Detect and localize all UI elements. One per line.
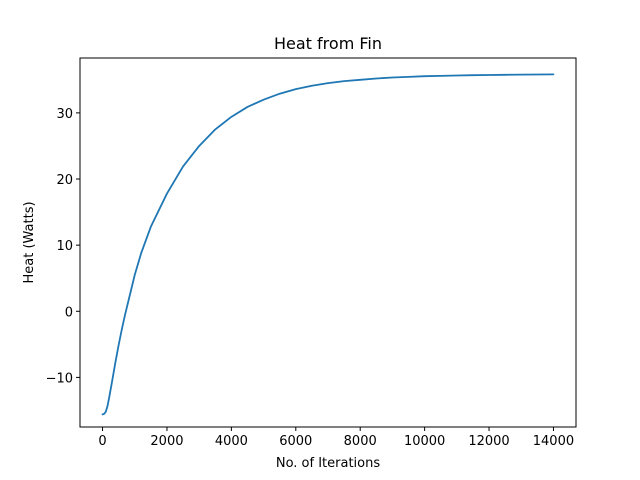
y-tick-label: 20 — [56, 173, 73, 188]
x-tick-label: 12000 — [468, 434, 509, 449]
y-tick-label: 10 — [56, 239, 73, 254]
y-tick-label: 0 — [65, 305, 73, 320]
x-axis-title: No. of Iterations — [276, 456, 381, 471]
x-axis: 0 2000 4000 6000 8000 10000 12000 14000 — [98, 427, 574, 449]
x-tick-label: 8000 — [344, 434, 377, 449]
x-tick-label: 2000 — [150, 434, 183, 449]
y-tick-label: −10 — [46, 371, 73, 386]
x-tick-label: 10000 — [404, 434, 445, 449]
x-tick-label: 0 — [98, 434, 106, 449]
plot-frame — [79, 57, 577, 428]
chart-title: Heat from Fin — [274, 34, 382, 53]
y-axis-title: Heat (Watts) — [22, 201, 37, 283]
y-tick-label: 30 — [56, 107, 73, 122]
plot-layer — [101, 73, 555, 416]
y-axis: −10 0 10 20 30 — [46, 107, 80, 386]
heat-series-line — [101, 73, 555, 416]
x-tick-label: 14000 — [533, 434, 574, 449]
x-tick-label: 4000 — [215, 434, 248, 449]
x-tick-label: 6000 — [279, 434, 312, 449]
